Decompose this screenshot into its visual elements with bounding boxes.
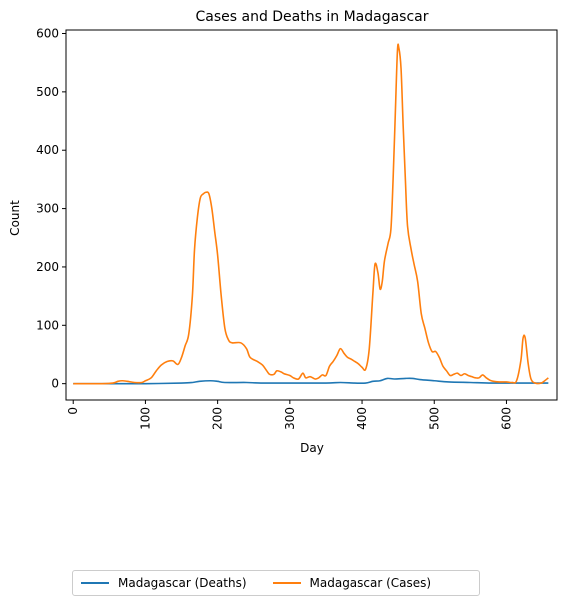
axes-layer: 0 100 200 300 400 500 600 0 100 200 300 400 500 600 (36, 27, 513, 430)
y-tick-label: 300 (36, 202, 59, 216)
series-line-deaths (73, 377, 549, 385)
y-tick-label: 500 (36, 85, 59, 99)
x-axis-label: Day (300, 441, 324, 455)
x-tick-label: 600 (499, 407, 513, 430)
y-tick-label: 600 (36, 27, 59, 41)
x-tick-label: 0 (66, 407, 80, 415)
y-tick-label: 100 (36, 318, 59, 332)
x-tick-label: 500 (427, 407, 441, 430)
legend: Madagascar (Deaths) Madagascar (Cases) (72, 570, 480, 596)
y-tick-label: 0 (51, 377, 59, 391)
y-axis-label: Count (8, 200, 22, 236)
y-tick-label: 400 (36, 143, 59, 157)
x-tick-label: 100 (138, 407, 152, 430)
legend-item-deaths: Madagascar (Deaths) (81, 576, 247, 590)
legend-swatch-deaths (81, 582, 109, 584)
plot-frame (65, 29, 558, 401)
x-tick-label: 400 (355, 407, 369, 430)
series-layer (73, 43, 549, 385)
legend-item-cases: Madagascar (Cases) (272, 576, 432, 590)
x-tick-label: 300 (283, 407, 297, 430)
legend-label-deaths: Madagascar (Deaths) (118, 576, 247, 590)
legend-swatch-cases (272, 582, 301, 584)
chart-title: Cases and Deaths in Madagascar (195, 9, 428, 25)
x-tick-label: 200 (211, 407, 225, 430)
y-tick-label: 200 (36, 260, 59, 274)
legend-label-cases: Madagascar (Cases) (309, 576, 432, 590)
series-line-cases (73, 43, 549, 385)
